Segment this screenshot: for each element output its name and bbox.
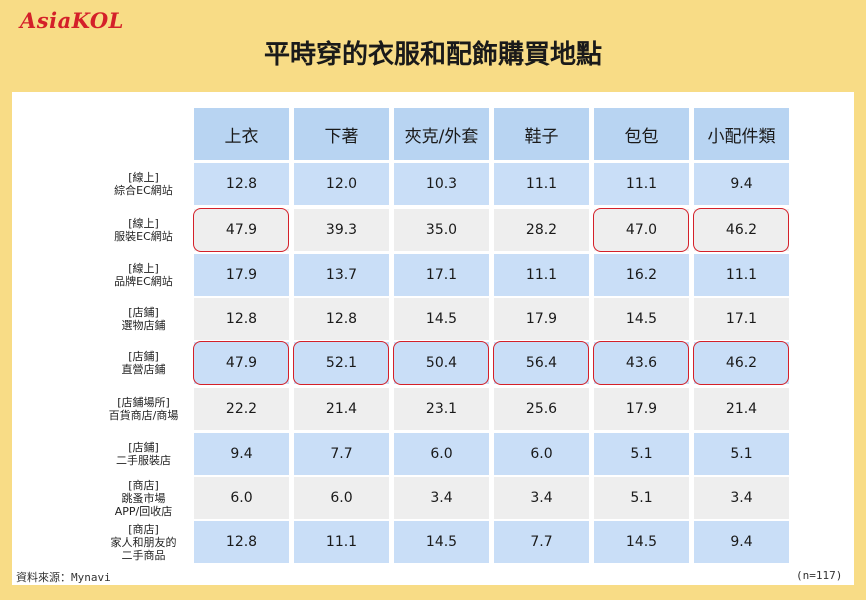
sample-size-note: (n=117): [796, 569, 843, 582]
table-cell: 17.1: [394, 254, 489, 296]
table-cell: 3.4: [694, 477, 789, 519]
column-header: 鞋子: [494, 108, 589, 160]
highlight-box: [493, 341, 589, 385]
table-cell: 56.4: [494, 342, 589, 384]
header-band: [0, 0, 866, 92]
table-cell: 7.7: [494, 521, 589, 563]
table-cell: 6.0: [394, 433, 489, 475]
table-cell: 12.0: [294, 163, 389, 205]
highlight-box: [293, 341, 389, 385]
table-cell: 43.6: [594, 342, 689, 384]
table-cell: 35.0: [394, 209, 489, 251]
highlight-box: [693, 208, 789, 252]
table-cell: 23.1: [394, 388, 489, 430]
table-cell: 12.8: [294, 298, 389, 340]
column-header: 小配件類: [694, 108, 789, 160]
table-cell: 47.0: [594, 209, 689, 251]
table-cell: 11.1: [294, 521, 389, 563]
highlight-box: [193, 208, 289, 252]
highlight-box: [693, 341, 789, 385]
table-cell: 12.8: [194, 163, 289, 205]
table-cell: 3.4: [394, 477, 489, 519]
highlight-box: [593, 208, 689, 252]
table-cell: 14.5: [594, 521, 689, 563]
table-cell: 10.3: [394, 163, 489, 205]
table-cell: 17.9: [494, 298, 589, 340]
table-cell: 28.2: [494, 209, 589, 251]
table-cell: 52.1: [294, 342, 389, 384]
table-cell: 17.9: [194, 254, 289, 296]
table-cell: 12.8: [194, 521, 289, 563]
left-border-band: [0, 92, 12, 600]
table-cell: 17.9: [594, 388, 689, 430]
table-cell: 6.0: [494, 433, 589, 475]
highlight-box: [393, 341, 489, 385]
column-header: 包包: [594, 108, 689, 160]
row-label: [店鋪場所] 百貨商店/商場: [108, 396, 179, 422]
table-cell: 46.2: [694, 342, 789, 384]
bottom-border-band: [0, 585, 866, 600]
table-cell: 47.9: [194, 342, 289, 384]
table-cell: 17.1: [694, 298, 789, 340]
table-cell: 46.2: [694, 209, 789, 251]
table-cell: 22.2: [194, 388, 289, 430]
table-cell: 21.4: [694, 388, 789, 430]
row-label: [店鋪] 選物店鋪: [121, 306, 166, 332]
row-label: [商店] 家人和朋友的 二手商品: [110, 522, 177, 562]
table-cell: 11.1: [494, 254, 589, 296]
table-cell: 13.7: [294, 254, 389, 296]
table-cell: 21.4: [294, 388, 389, 430]
table-cell: 9.4: [194, 433, 289, 475]
column-header: 夾克/外套: [394, 108, 489, 160]
table-cell: 11.1: [594, 163, 689, 205]
column-header: 下著: [294, 108, 389, 160]
table-cell: 6.0: [194, 477, 289, 519]
table-cell: 5.1: [694, 433, 789, 475]
table-cell: 14.5: [594, 298, 689, 340]
row-label: [商店] 跳蚤市場 APP/回收店: [114, 478, 173, 518]
table-cell: 14.5: [394, 298, 489, 340]
table-cell: 5.1: [594, 433, 689, 475]
table-cell: 5.1: [594, 477, 689, 519]
table-cell: 14.5: [394, 521, 489, 563]
table-cell: 16.2: [594, 254, 689, 296]
row-label: [店鋪] 二手服裝店: [116, 441, 171, 467]
table-cell: 39.3: [294, 209, 389, 251]
table-cell: 50.4: [394, 342, 489, 384]
right-border-band: [854, 92, 866, 600]
table-cell: 9.4: [694, 163, 789, 205]
table-cell: 11.1: [494, 163, 589, 205]
table-cell: 25.6: [494, 388, 589, 430]
row-label: [線上] 品牌EC網站: [114, 262, 173, 288]
column-header: 上衣: [194, 108, 289, 160]
brand-logo: AsiaKOL: [20, 8, 124, 33]
row-label: [線上] 服裝EC網站: [114, 217, 173, 243]
source-note: 資料來源：Mynavi: [16, 571, 111, 584]
table-cell: 11.1: [694, 254, 789, 296]
table-cell: 6.0: [294, 477, 389, 519]
highlight-box: [593, 341, 689, 385]
table-cell: 9.4: [694, 521, 789, 563]
table-cell: 12.8: [194, 298, 289, 340]
table-cell: 7.7: [294, 433, 389, 475]
row-label: [店鋪] 直營店鋪: [121, 350, 166, 376]
page-title: 平時穿的衣服和配飾購買地點: [263, 40, 602, 70]
highlight-box: [193, 341, 289, 385]
row-label: [線上] 綜合EC網站: [114, 171, 173, 197]
table-cell: 3.4: [494, 477, 589, 519]
table-cell: 47.9: [194, 209, 289, 251]
